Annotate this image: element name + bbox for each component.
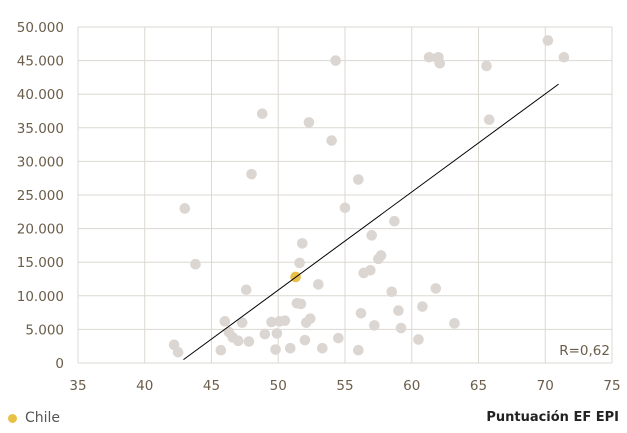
x-tick-label: 75 bbox=[603, 378, 620, 394]
data-point bbox=[366, 230, 378, 241]
x-axis-title: Puntuación EF EPI bbox=[486, 410, 619, 425]
data-point bbox=[430, 283, 442, 294]
x-tick-label: 50 bbox=[270, 378, 287, 394]
x-tick-label: 55 bbox=[336, 378, 353, 394]
data-point bbox=[296, 238, 308, 249]
y-axis-ticks: 0 5.000 10.000 15.000 20.000 25.000 30.000 35.0… bbox=[17, 20, 64, 372]
data-point bbox=[355, 307, 367, 319]
y-tick-label: 50.000 bbox=[17, 20, 64, 36]
data-point bbox=[386, 286, 398, 298]
y-tick-label: 15.000 bbox=[17, 255, 64, 271]
data-point bbox=[339, 202, 351, 214]
y-tick-label: 20.000 bbox=[17, 222, 64, 238]
data-point bbox=[483, 114, 495, 126]
data-point bbox=[294, 257, 305, 269]
x-tick-label: 35 bbox=[69, 378, 86, 394]
data-point bbox=[270, 344, 281, 355]
data-point bbox=[417, 301, 428, 312]
data-point bbox=[172, 346, 184, 358]
data-point bbox=[353, 174, 364, 185]
legend: Chile bbox=[8, 410, 60, 426]
data-point bbox=[295, 298, 307, 310]
y-tick-label: 35.000 bbox=[17, 121, 64, 137]
x-tick-label: 70 bbox=[537, 378, 554, 394]
data-point bbox=[232, 335, 244, 347]
data-point bbox=[369, 320, 380, 331]
data-point bbox=[256, 108, 268, 119]
data-point bbox=[243, 336, 255, 347]
data-point bbox=[353, 344, 364, 356]
y-tick-label: 0 bbox=[55, 356, 64, 372]
data-point bbox=[423, 51, 435, 63]
data-point bbox=[215, 344, 227, 356]
y-tick-label: 30.000 bbox=[17, 154, 64, 170]
data-point bbox=[365, 264, 376, 276]
legend-label: Chile bbox=[25, 410, 61, 426]
trendline bbox=[183, 83, 559, 361]
legend-marker bbox=[8, 413, 17, 423]
data-point bbox=[259, 328, 271, 340]
x-tick-label: 60 bbox=[403, 378, 420, 394]
x-axis-ticks: 35 40 45 50 55 60 65 70 75 bbox=[69, 378, 620, 394]
grid-lines bbox=[77, 26, 613, 364]
data-point bbox=[304, 313, 316, 324]
data-point bbox=[299, 334, 311, 346]
data-point bbox=[395, 322, 407, 334]
data-point bbox=[542, 35, 554, 46]
data-point bbox=[190, 258, 201, 270]
x-tick-label: 40 bbox=[136, 378, 153, 394]
data-point bbox=[434, 57, 446, 69]
data-point bbox=[240, 284, 252, 296]
y-tick-label: 25.000 bbox=[17, 188, 64, 204]
y-tick-label: 40.000 bbox=[17, 87, 64, 103]
data-point bbox=[317, 342, 328, 354]
data-point bbox=[393, 305, 404, 316]
data-point bbox=[326, 135, 337, 146]
data-point bbox=[219, 316, 231, 327]
data-point bbox=[333, 332, 344, 344]
data-point bbox=[413, 334, 424, 345]
x-tick-label: 65 bbox=[470, 378, 487, 394]
data-point bbox=[481, 60, 492, 72]
data-point bbox=[271, 328, 283, 339]
y-tick-label: 10.000 bbox=[17, 289, 64, 305]
data-point bbox=[266, 316, 277, 328]
data-point bbox=[449, 318, 460, 329]
y-tick-label: 45.000 bbox=[17, 54, 64, 70]
data-point bbox=[330, 55, 341, 66]
trendline-segment bbox=[183, 83, 559, 361]
x-tick-label: 45 bbox=[203, 378, 220, 394]
data-point bbox=[284, 342, 296, 354]
data-point bbox=[246, 168, 257, 180]
data-point bbox=[179, 203, 191, 214]
data-point bbox=[279, 315, 291, 326]
data-point bbox=[389, 215, 400, 227]
r-annotation: R=0,62 bbox=[559, 343, 610, 359]
data-point bbox=[375, 250, 387, 261]
y-tick-label: 5.000 bbox=[25, 322, 64, 338]
data-point bbox=[558, 51, 570, 63]
data-point bbox=[313, 279, 324, 290]
data-point bbox=[236, 317, 248, 328]
data-point bbox=[303, 117, 315, 128]
data-points bbox=[168, 35, 570, 358]
